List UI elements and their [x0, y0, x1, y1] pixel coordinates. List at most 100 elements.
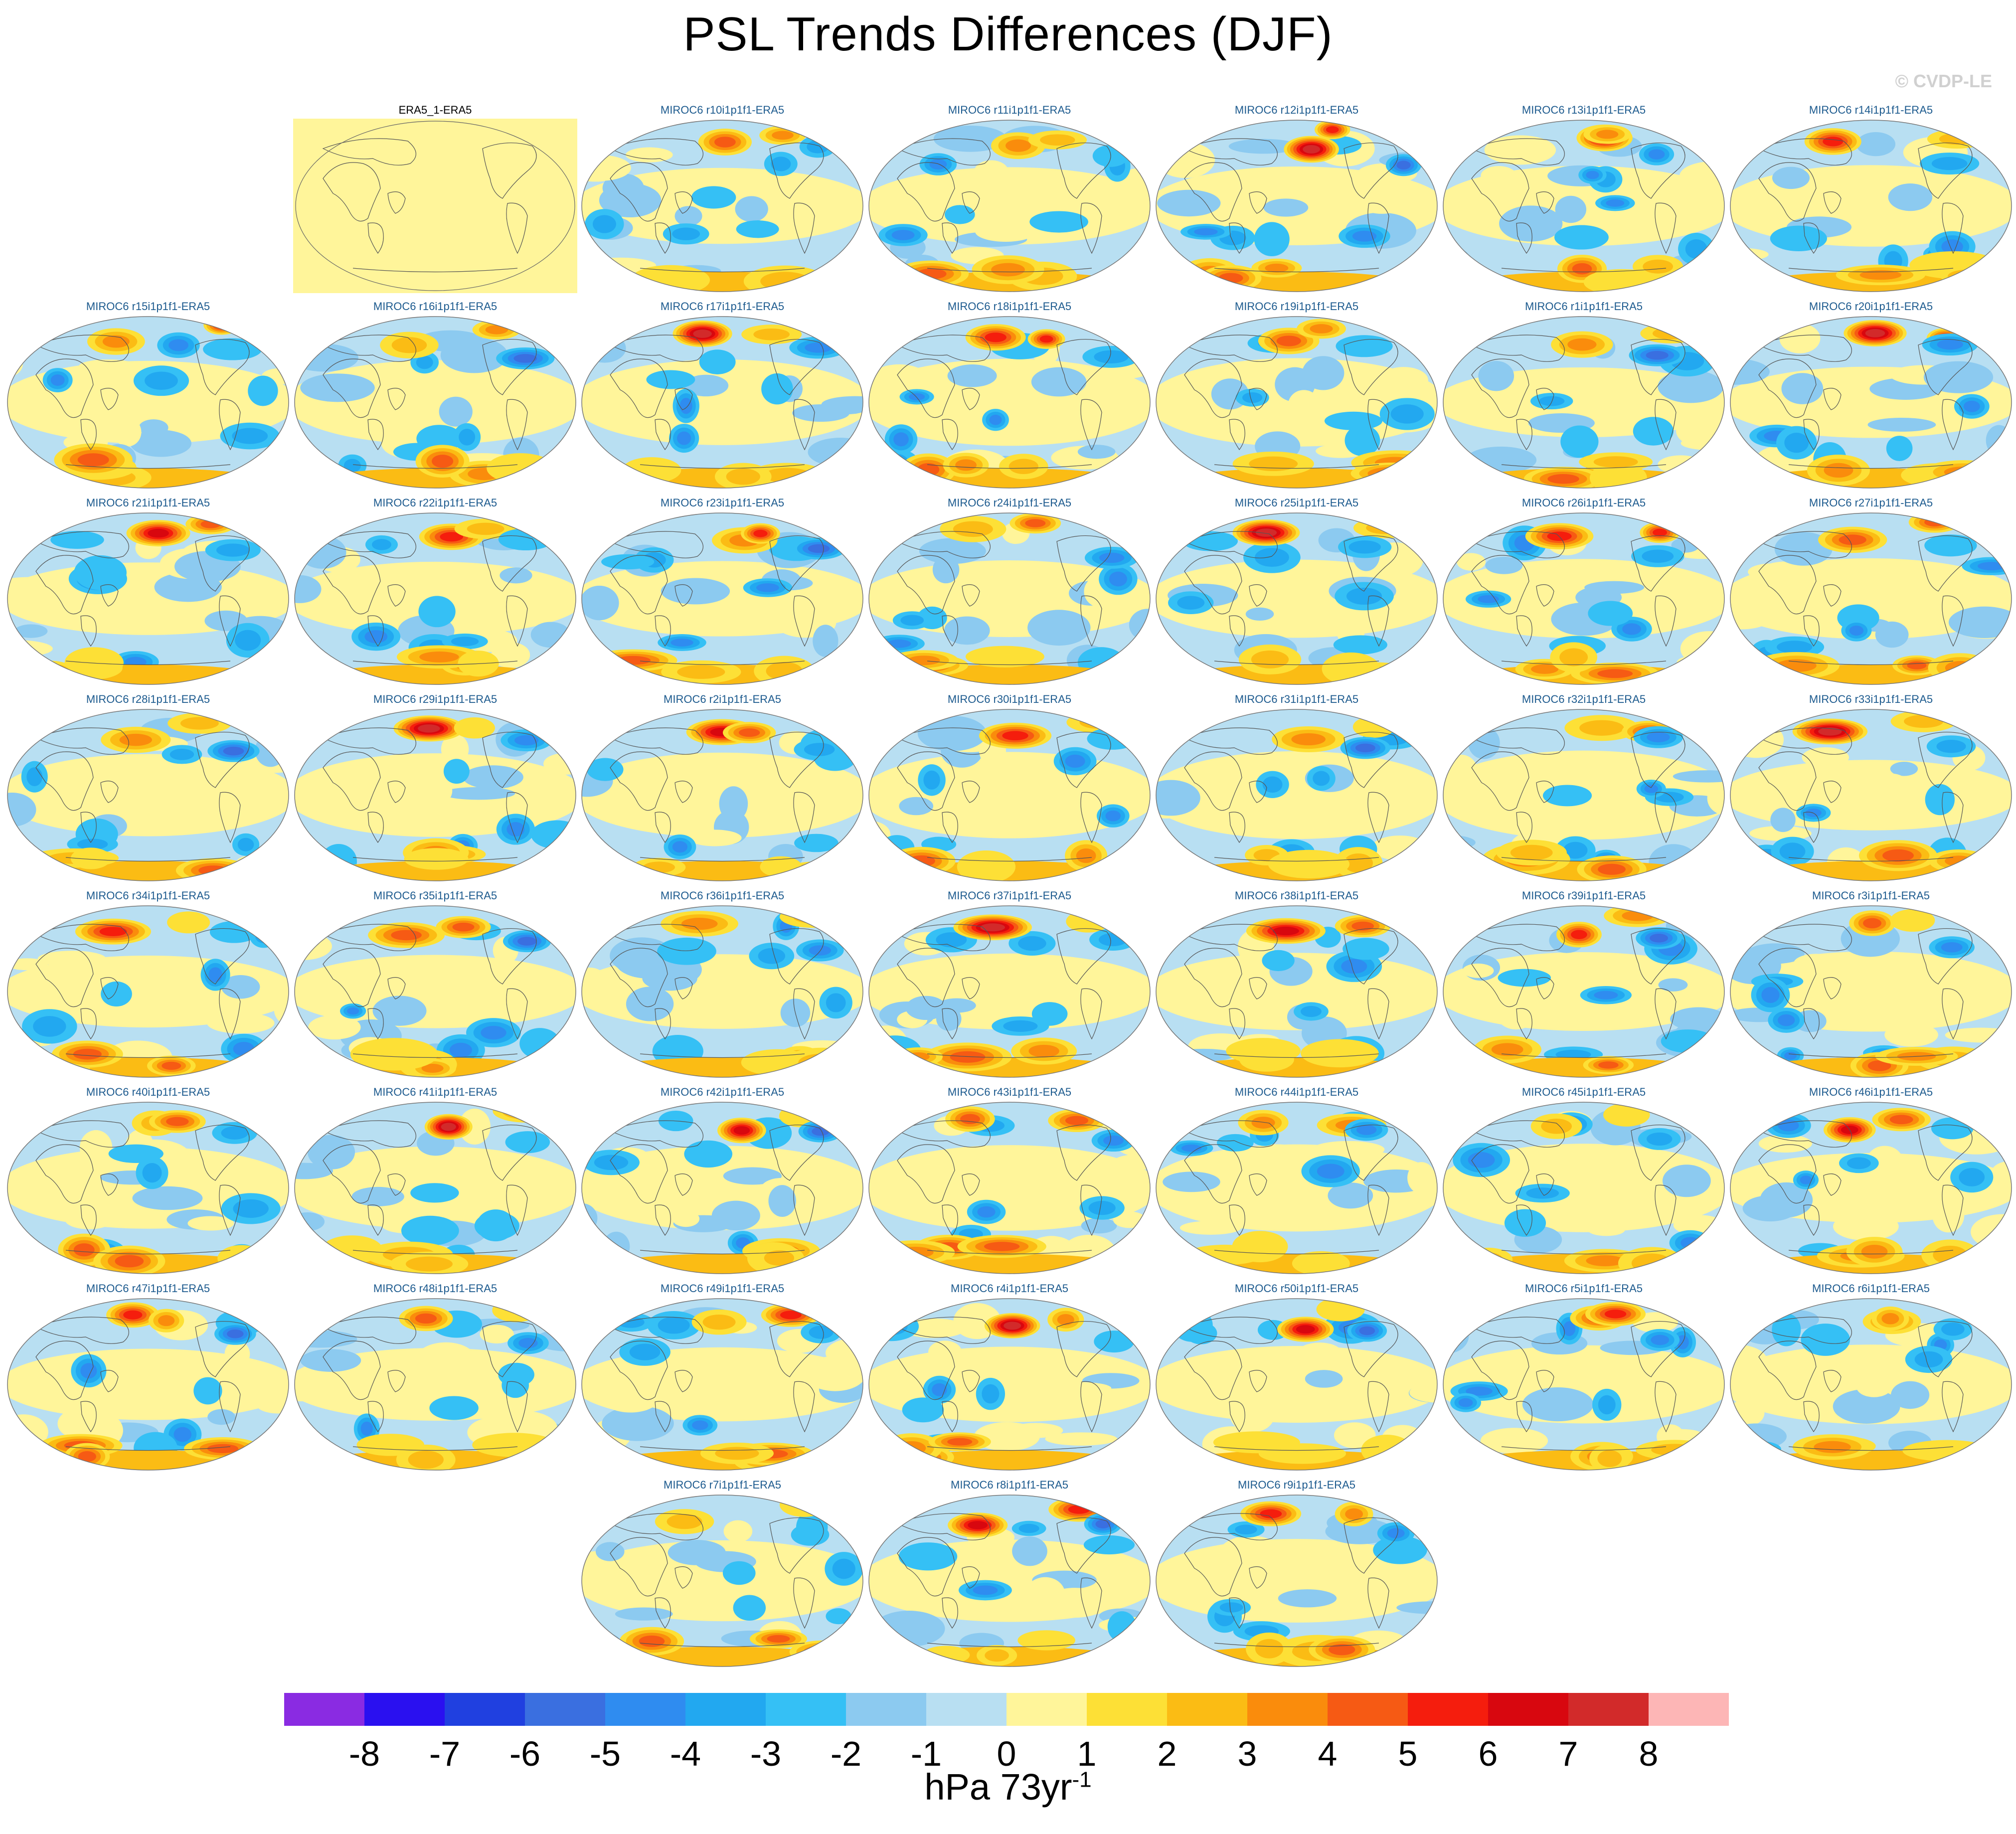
north-atlantic-anomaly — [1651, 1334, 1670, 1345]
negative-anomaly — [881, 1115, 904, 1129]
coastline — [1918, 731, 1973, 788]
colorbar-swatch — [1488, 1693, 1568, 1726]
positive-anomaly — [78, 1451, 97, 1462]
positive-anomaly — [677, 665, 725, 679]
anomaly-patch — [711, 1200, 760, 1231]
negative-anomaly — [832, 1558, 855, 1579]
coastline — [1184, 751, 1242, 811]
positive-anomaly — [1292, 1251, 1350, 1274]
anomaly-patch — [1484, 135, 1556, 165]
coastline — [1823, 977, 1842, 1000]
anomaly-patch — [1031, 367, 1087, 397]
anomaly-patch — [1240, 1144, 1312, 1167]
positive-anomaly — [947, 1438, 973, 1446]
north-pacific-anomaly — [1839, 534, 1866, 545]
coastline — [609, 1317, 703, 1344]
north-atlantic-anomaly — [1099, 933, 1127, 947]
negative-anomaly — [443, 759, 470, 784]
north-atlantic-anomaly — [1931, 1117, 1974, 1140]
arctic-anomaly — [492, 1299, 540, 1323]
coastline — [1183, 727, 1278, 755]
negative-anomaly — [416, 355, 433, 369]
coastline — [1536, 1173, 1554, 1196]
arctic-anomaly — [212, 320, 231, 331]
negative-anomaly — [1778, 1014, 1795, 1026]
coastline — [1823, 388, 1842, 410]
north-pacific-anomaly — [1004, 1322, 1021, 1330]
coastline — [896, 1120, 991, 1148]
anomaly-patch — [827, 719, 863, 745]
positive-anomaly — [760, 272, 811, 291]
coastline — [195, 535, 250, 592]
coastline — [387, 781, 406, 803]
coastline — [927, 464, 1092, 469]
map-figure — [1443, 120, 1725, 292]
arctic-anomaly — [1316, 1299, 1365, 1322]
positive-anomaly — [1933, 463, 1994, 481]
positive-anomaly — [1933, 1245, 1968, 1264]
positive-anomaly — [405, 1256, 453, 1272]
units-base: hPa 73yr — [924, 1766, 1072, 1808]
coastline — [769, 1517, 824, 1574]
tropical-band — [7, 360, 289, 444]
negative-anomaly — [1194, 228, 1218, 236]
map-outline — [868, 512, 1151, 685]
anomaly-patch — [615, 1607, 673, 1621]
coastline — [367, 812, 384, 843]
coastline — [35, 555, 94, 615]
coastline — [769, 731, 824, 788]
negative-anomaly — [208, 967, 222, 983]
arctic-anomaly — [1653, 528, 1668, 536]
anomaly-patch — [1649, 844, 1698, 880]
anomaly-patch — [1218, 1535, 1283, 1572]
anomaly-patch — [65, 1210, 113, 1229]
arctic-anomaly — [753, 529, 768, 537]
map-outline — [1443, 709, 1725, 881]
anomaly-patch — [1334, 1422, 1376, 1449]
negative-anomaly — [1373, 1536, 1427, 1564]
coastline — [897, 162, 955, 222]
negative-anomaly — [657, 937, 716, 965]
coastline — [610, 1340, 668, 1400]
anomaly-patch — [1865, 1146, 1904, 1180]
negative-anomaly — [898, 1542, 958, 1571]
coastline — [1056, 928, 1111, 985]
coastline — [1229, 419, 1245, 451]
coastline — [1631, 142, 1685, 199]
negative-anomaly — [1254, 222, 1290, 257]
panel-title: MIROC6 r30i1p1f1-ERA5 — [947, 693, 1072, 705]
panel-title: MIROC6 r43i1p1f1-ERA5 — [947, 1086, 1072, 1098]
anomaly-patch — [1012, 1536, 1047, 1566]
coastline — [1501, 661, 1667, 666]
coastline — [1823, 584, 1842, 607]
positive-anomaly — [1947, 269, 1986, 283]
map-figure — [1443, 1298, 1725, 1471]
coastline — [100, 781, 119, 803]
negative-anomaly — [232, 428, 268, 444]
colorbar-swatch — [1007, 1693, 1087, 1726]
coastline — [1501, 1250, 1667, 1255]
negative-anomaly — [371, 539, 392, 550]
coastline — [1344, 928, 1398, 985]
coastline — [640, 661, 805, 666]
coastline — [1344, 731, 1398, 788]
southern-band — [582, 272, 863, 292]
negative-anomaly — [1498, 969, 1551, 987]
panel-title: MIROC6 r28i1p1f1-ERA5 — [86, 693, 210, 705]
coastline — [610, 948, 668, 1007]
map-figure — [868, 1102, 1151, 1274]
coastline — [367, 1204, 384, 1236]
anomaly-patch — [1179, 1221, 1241, 1235]
coastline — [897, 1537, 955, 1597]
map-outline — [581, 905, 863, 1078]
coastline — [1229, 222, 1245, 254]
coastline — [674, 1173, 693, 1196]
coastline — [1080, 1577, 1102, 1629]
anomaly-patch — [79, 1130, 113, 1166]
anomaly-patch — [295, 1376, 329, 1401]
arctic-anomaly — [493, 1102, 562, 1123]
coastline — [1536, 191, 1554, 214]
anomaly-patch — [947, 364, 997, 387]
negative-anomaly — [601, 554, 655, 570]
positive-anomaly — [984, 1242, 1020, 1251]
